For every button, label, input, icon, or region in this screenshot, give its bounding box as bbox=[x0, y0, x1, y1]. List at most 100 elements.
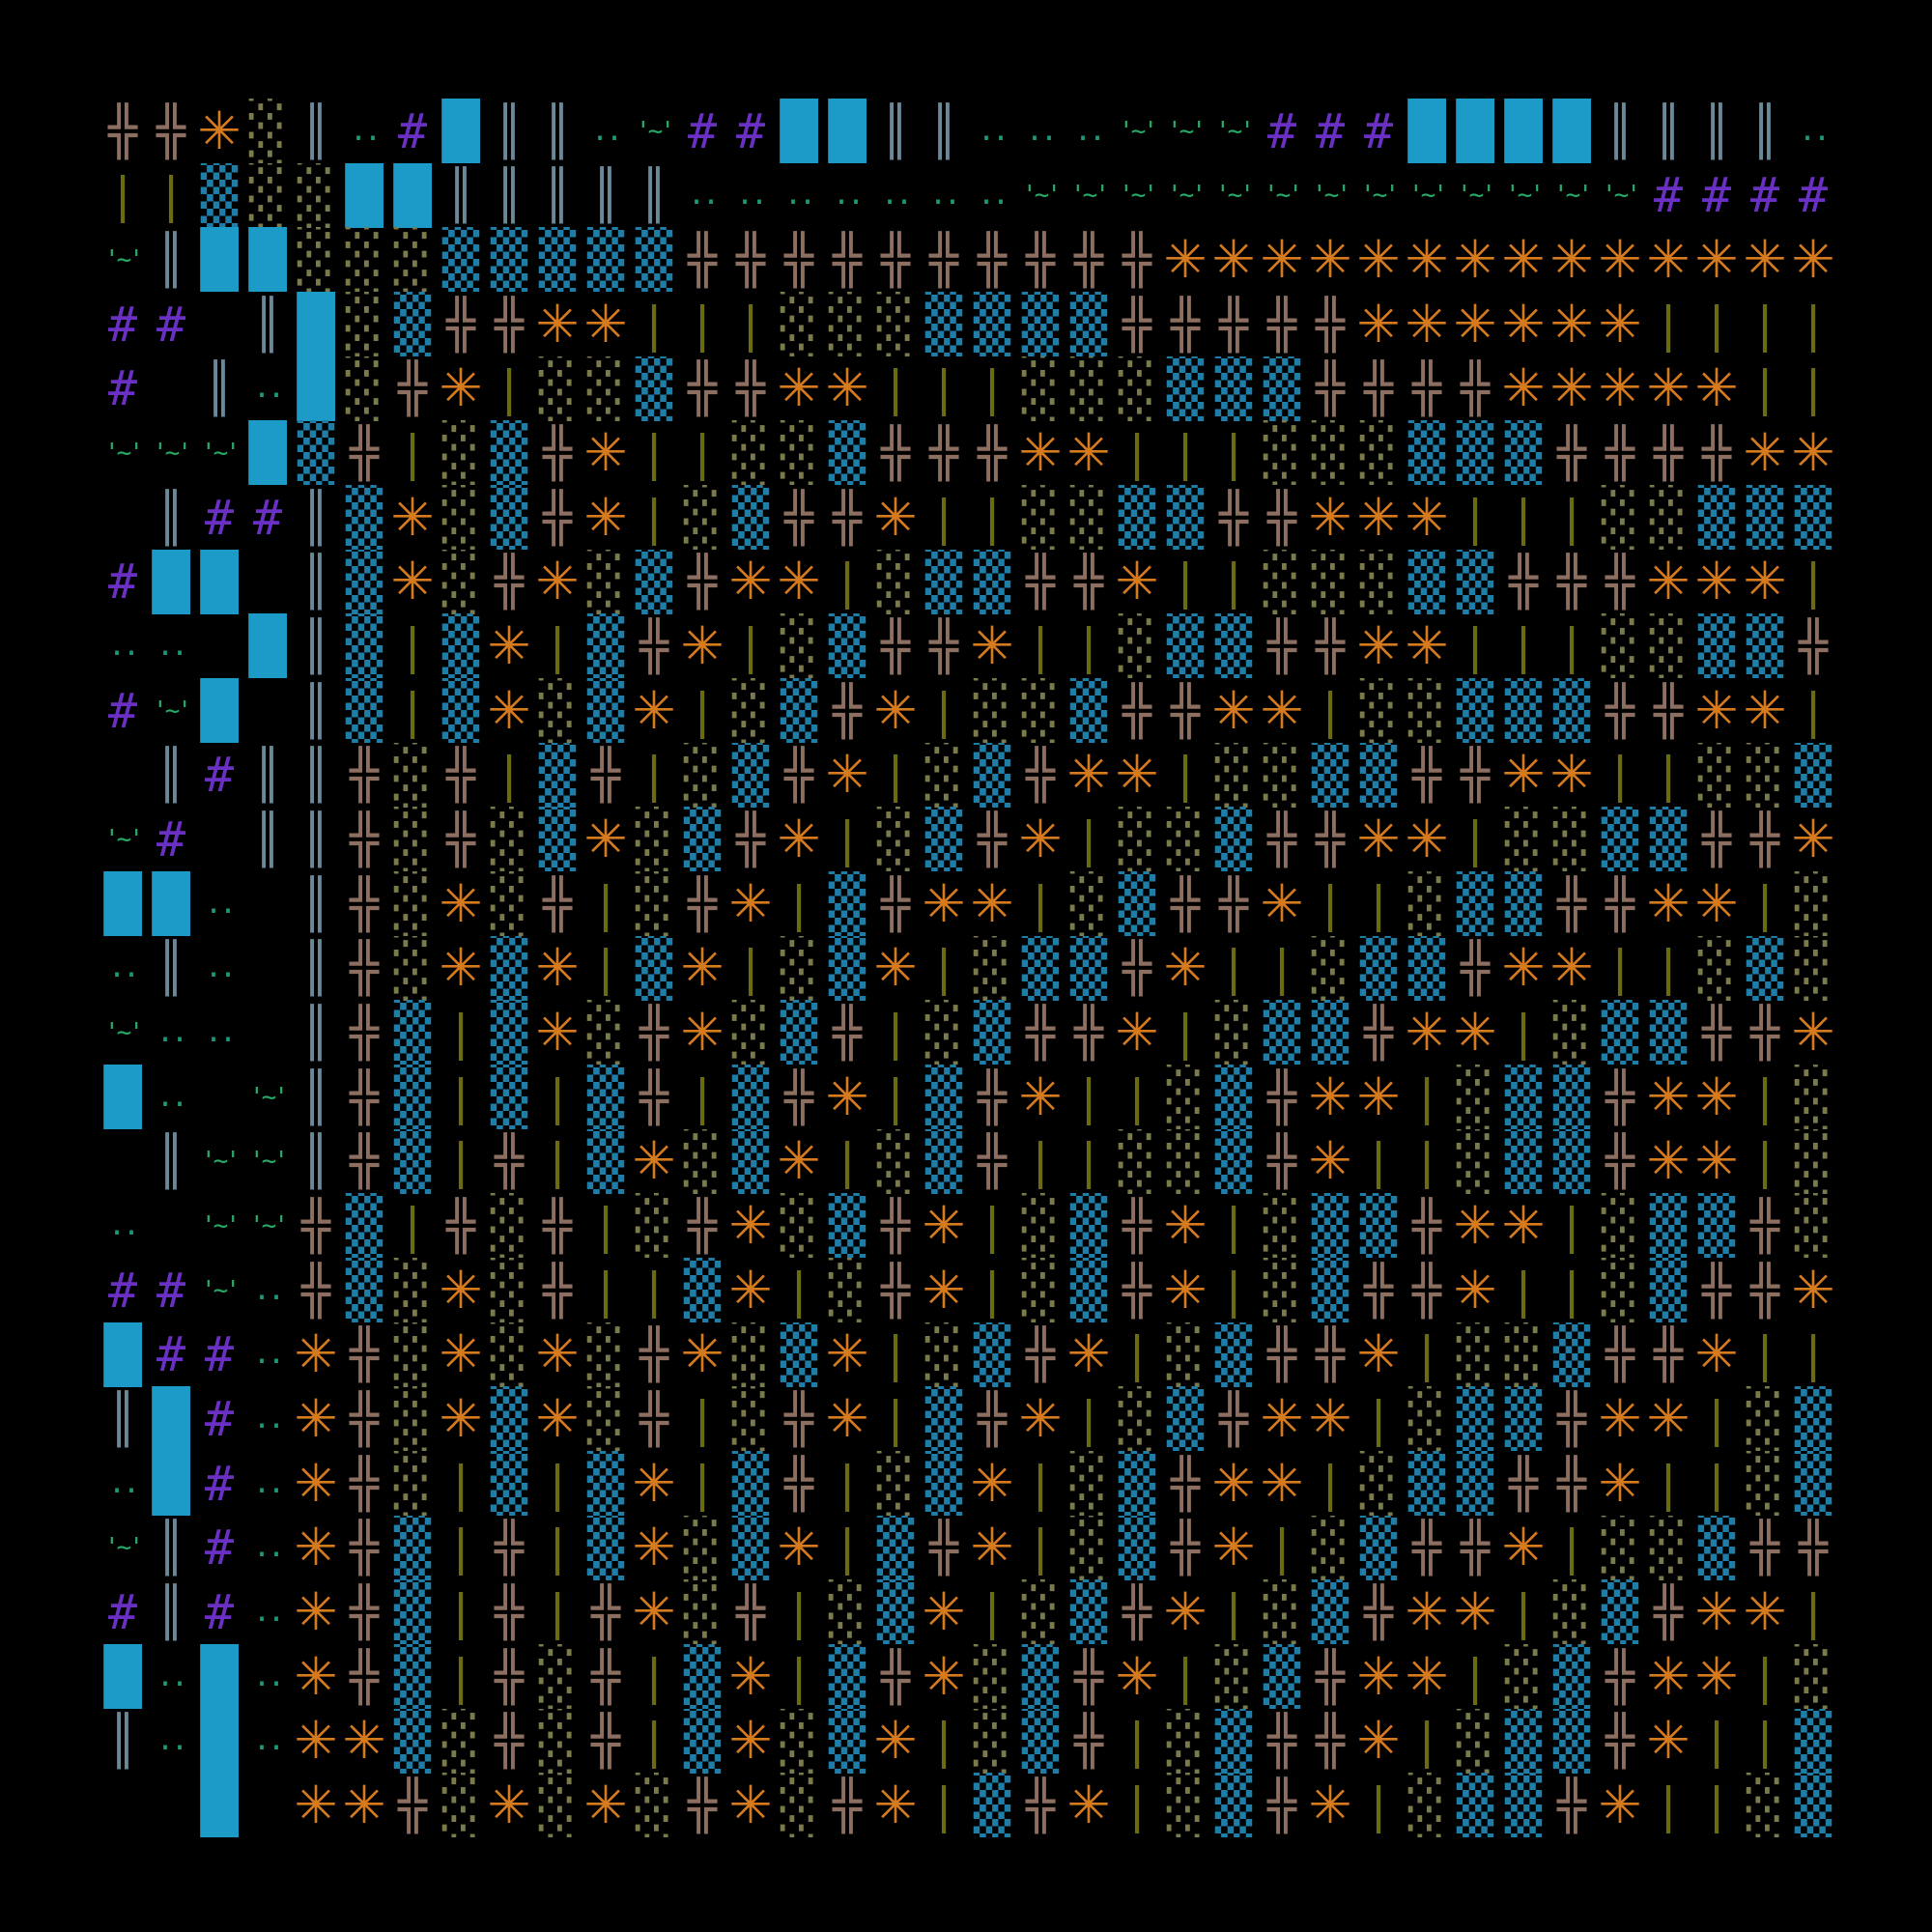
map-tile: | bbox=[1508, 1262, 1539, 1319]
map-tile: ║ bbox=[928, 102, 959, 159]
map-tile: ▒ bbox=[393, 1128, 432, 1194]
map-tile: ╬ bbox=[1122, 940, 1152, 997]
map-tile: ╬ bbox=[1653, 1583, 1684, 1640]
map-tile: ░ bbox=[586, 549, 625, 614]
map-tile: ║ bbox=[156, 1583, 186, 1640]
map-tile: ░ bbox=[1359, 1451, 1398, 1517]
map-tile: ✳ bbox=[487, 614, 531, 676]
map-tile: ╬ bbox=[494, 1648, 525, 1705]
map-tile: | bbox=[928, 1713, 959, 1770]
map-tile: ░ bbox=[1746, 1451, 1784, 1517]
map-tile: ✳ bbox=[1211, 679, 1256, 741]
map-tile: ✳ bbox=[390, 551, 435, 612]
map-tile: ✳ bbox=[1356, 1710, 1401, 1772]
map-tile: | bbox=[1218, 1583, 1249, 1640]
map-tile: ░ bbox=[1697, 935, 1736, 1001]
map-tile: ░ bbox=[780, 935, 818, 1001]
map-tile: ▒ bbox=[1214, 807, 1253, 872]
map-tile: .. bbox=[252, 1337, 285, 1372]
map-tile: '~' bbox=[201, 1210, 241, 1240]
map-tile: ╬ bbox=[494, 1583, 525, 1640]
map-tile: ░ bbox=[635, 1773, 673, 1838]
map-tile: ▒ bbox=[1021, 935, 1060, 1001]
map-tile: ╬ bbox=[1749, 1004, 1780, 1061]
map-tile: # bbox=[252, 489, 283, 546]
map-tile: ▒ bbox=[586, 1065, 625, 1130]
map-tile: ░ bbox=[586, 1000, 625, 1065]
map-tile: ✳ bbox=[1501, 228, 1546, 290]
map-tile: ╬ bbox=[1315, 1713, 1346, 1770]
map-tile: | bbox=[735, 617, 766, 674]
map-tile: ░ bbox=[1118, 1386, 1156, 1452]
map-tile: ▒ bbox=[490, 227, 528, 293]
map-tile: | bbox=[1749, 875, 1780, 932]
map-tile: ║ bbox=[300, 1068, 331, 1125]
map-tile: ╬ bbox=[1556, 1390, 1587, 1447]
map-tile: ░ bbox=[683, 1515, 722, 1580]
map-tile: ✳ bbox=[922, 1645, 966, 1707]
map-tile: ✳ bbox=[294, 1645, 338, 1707]
map-tile: ░ bbox=[441, 485, 480, 551]
map-tile: ✳ bbox=[825, 1387, 869, 1449]
map-tile: .. bbox=[204, 1014, 237, 1049]
map-tile: ✳ bbox=[1694, 1645, 1739, 1707]
map-tile: | bbox=[639, 1713, 669, 1770]
map-tile: ✳ bbox=[1598, 357, 1642, 419]
map-tile: ░ bbox=[1311, 935, 1350, 1001]
map-tile: | bbox=[1411, 1068, 1442, 1125]
map-tile: ▒ bbox=[345, 678, 384, 744]
map-tile: ▒ bbox=[828, 420, 867, 486]
map-tile: ║ bbox=[156, 940, 186, 997]
map-tile: ░ bbox=[876, 807, 915, 872]
map-tile: ✳ bbox=[535, 937, 580, 999]
map-tile: ╬ bbox=[542, 424, 573, 481]
map-tile: # bbox=[107, 1262, 138, 1319]
map-tile: ✳ bbox=[1549, 744, 1594, 806]
map-tile: | bbox=[928, 682, 959, 739]
map-tile: ░ bbox=[1794, 1128, 1833, 1194]
map-tile: | bbox=[590, 1197, 621, 1254]
map-tile: ✳ bbox=[1018, 808, 1063, 869]
map-tile: '~' bbox=[1119, 181, 1158, 211]
map-tile: █ bbox=[780, 99, 818, 163]
map-tile: ✳ bbox=[439, 357, 483, 419]
map-tile: ╬ bbox=[1556, 554, 1587, 611]
map-tile: | bbox=[880, 1390, 911, 1447]
map-tile: ╬ bbox=[1122, 231, 1152, 288]
map-tile: ✳ bbox=[922, 1580, 966, 1642]
map-tile: ║ bbox=[300, 810, 331, 867]
map-tile: ║ bbox=[1749, 102, 1780, 159]
map-tile: ╬ bbox=[349, 1648, 380, 1705]
map-tile: '~' bbox=[1553, 181, 1593, 211]
map-tile: ▒ bbox=[1601, 807, 1639, 872]
map-tile: ║ bbox=[880, 102, 911, 159]
map-tile: | bbox=[639, 296, 669, 353]
map-tile: ▒ bbox=[1504, 1773, 1543, 1838]
map-tile: ╬ bbox=[1363, 1583, 1394, 1640]
map-tile: ✳ bbox=[970, 1517, 1014, 1578]
map-tile: ╬ bbox=[1411, 1262, 1442, 1319]
map-tile: ✳ bbox=[1453, 228, 1497, 290]
map-tile: | bbox=[542, 1583, 573, 1640]
map-tile: | bbox=[590, 1262, 621, 1319]
map-tile: | bbox=[1749, 1068, 1780, 1125]
map-tile: | bbox=[445, 1068, 476, 1125]
map-tile: .. bbox=[977, 113, 1009, 148]
map-tile: ▒ bbox=[1504, 871, 1543, 937]
map-tile: | bbox=[542, 1520, 573, 1577]
map-tile: # bbox=[107, 554, 138, 611]
map-tile: ░ bbox=[393, 1451, 432, 1517]
map-tile: '~' bbox=[636, 116, 675, 146]
map-tile: ░ bbox=[1552, 1000, 1591, 1065]
map-tile: ╬ bbox=[445, 1197, 476, 1254]
map-tile: | bbox=[1122, 1713, 1152, 1770]
map-tile: ░ bbox=[780, 292, 818, 356]
map-tile: ╬ bbox=[1556, 424, 1587, 481]
map-tile: ▒ bbox=[1697, 1515, 1736, 1580]
map-tile: # bbox=[1701, 167, 1732, 224]
map-tile: ║ bbox=[542, 167, 573, 224]
map-tile: | bbox=[1556, 617, 1587, 674]
map-tile: ║ bbox=[300, 617, 331, 674]
map-tile: ▒ bbox=[586, 1451, 625, 1517]
map-tile: ╬ bbox=[1556, 875, 1587, 932]
